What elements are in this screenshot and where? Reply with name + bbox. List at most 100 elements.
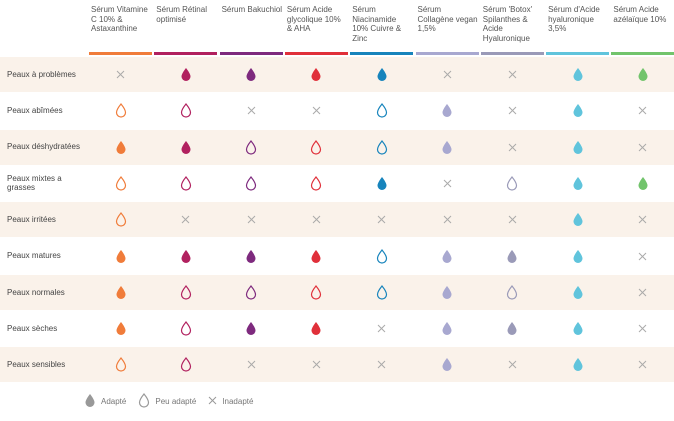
drop-outline-icon [349, 130, 414, 165]
column-color-bar [350, 52, 414, 55]
drop-filled-icon [284, 57, 349, 92]
drop-filled-icon [415, 311, 480, 346]
column-header: Sérum Collagène vegan 1,5% [417, 5, 478, 33]
row-label: Peaux sensibles [7, 360, 66, 370]
drop-filled-icon [88, 311, 153, 346]
drop-filled-icon [545, 347, 610, 382]
drop-outline-icon [284, 130, 349, 165]
drop-outline-icon [349, 275, 414, 310]
cross-icon [610, 239, 674, 274]
drop-filled-icon [480, 311, 545, 346]
table-row: Peaux irritées [0, 202, 674, 238]
cross-icon [219, 202, 284, 237]
table-header: Sérum Vitamine C 10% & Astaxanthine Sérum… [0, 0, 674, 57]
table-row: Peaux déshydratées [0, 129, 674, 165]
drop-filled-icon [349, 166, 414, 201]
drop-filled-icon [84, 393, 101, 410]
table-row: Peaux sèches [0, 311, 674, 346]
cross-icon [349, 347, 414, 382]
drop-filled-icon [610, 57, 674, 92]
drop-filled-icon [153, 57, 218, 92]
cross-icon [208, 396, 222, 407]
drop-filled-icon [545, 93, 610, 128]
column-header: Sérum Acide azélaïque 10% [613, 5, 667, 24]
drop-outline-icon [284, 275, 349, 310]
drop-filled-icon [219, 239, 284, 274]
drop-filled-icon [415, 239, 480, 274]
drop-filled-icon [284, 311, 349, 346]
drop-filled-icon [545, 275, 610, 310]
column-header: Sérum Vitamine C 10% & Astaxanthine [91, 5, 148, 33]
drop-filled-icon [415, 347, 480, 382]
drop-filled-icon [88, 239, 153, 274]
drop-filled-icon [480, 239, 545, 274]
table-row: Peaux mixtes a grasses [0, 166, 674, 201]
cross-icon [153, 202, 218, 237]
legend-item-unsuited: Inadapté [208, 396, 253, 407]
legend: Adapté Peu adapté Inadapté [84, 392, 265, 410]
cross-icon [349, 202, 414, 237]
cross-icon [610, 311, 674, 346]
drop-outline-icon [88, 166, 153, 201]
cross-icon [480, 93, 545, 128]
column-color-bar [154, 52, 218, 55]
drop-filled-icon [610, 166, 674, 201]
drop-outline-icon [138, 392, 155, 410]
column-header: Sérum Bakuchiol [221, 5, 283, 14]
drop-outline-icon [153, 275, 218, 310]
cross-icon [610, 93, 674, 128]
drop-outline-icon [219, 130, 284, 165]
column-color-bar [611, 52, 674, 55]
cross-icon [415, 202, 480, 237]
drop-outline-icon [88, 93, 153, 128]
legend-item-partial: Peu adapté [138, 392, 197, 410]
drop-outline-icon [219, 275, 284, 310]
cross-icon [610, 130, 674, 165]
table-row: Peaux abîmées [0, 93, 674, 128]
drop-filled-icon [545, 57, 610, 92]
cross-icon [284, 93, 349, 128]
table-row: Peaux sensibles [0, 347, 674, 383]
cross-icon [610, 347, 674, 382]
row-label: Peaux déshydratées [7, 142, 80, 152]
cross-icon [415, 57, 480, 92]
drop-outline-icon [153, 166, 218, 201]
drop-outline-icon [219, 166, 284, 201]
cross-icon [88, 57, 153, 92]
drop-outline-icon [88, 347, 153, 382]
drop-filled-icon [545, 166, 610, 201]
column-header: Sérum Acide glycolique 10% & AHA [286, 5, 341, 33]
cross-icon [610, 202, 674, 237]
column-color-bar [284, 52, 348, 55]
cross-icon [219, 347, 284, 382]
drop-filled-icon [284, 239, 349, 274]
cross-icon [480, 347, 545, 382]
drop-filled-icon [219, 57, 284, 92]
drop-outline-icon [153, 93, 218, 128]
cross-icon [284, 202, 349, 237]
row-label: Peaux irritées [7, 214, 56, 224]
drop-filled-icon [415, 275, 480, 310]
legend-label-partial: Peu adapté [155, 396, 197, 406]
drop-outline-icon [349, 239, 414, 274]
drop-outline-icon [480, 166, 545, 201]
column-color-bar [89, 52, 152, 55]
drop-filled-icon [545, 311, 610, 346]
table-row: Peaux matures [0, 239, 674, 274]
drop-outline-icon [349, 93, 414, 128]
drop-filled-icon [545, 130, 610, 165]
drop-outline-icon [153, 311, 218, 346]
drop-outline-icon [480, 275, 545, 310]
row-label: Peaux matures [7, 251, 61, 261]
drop-filled-icon [545, 239, 610, 274]
column-color-bar [415, 52, 479, 55]
drop-filled-icon [88, 275, 153, 310]
drop-filled-icon [415, 130, 480, 165]
cross-icon [480, 57, 545, 92]
drop-filled-icon [219, 311, 284, 346]
row-label: Peaux mixtes a grasses [7, 173, 62, 193]
row-label: Peaux normales [7, 287, 65, 297]
drop-filled-icon [415, 93, 480, 128]
drop-outline-icon [284, 166, 349, 201]
drop-filled-icon [153, 130, 218, 165]
